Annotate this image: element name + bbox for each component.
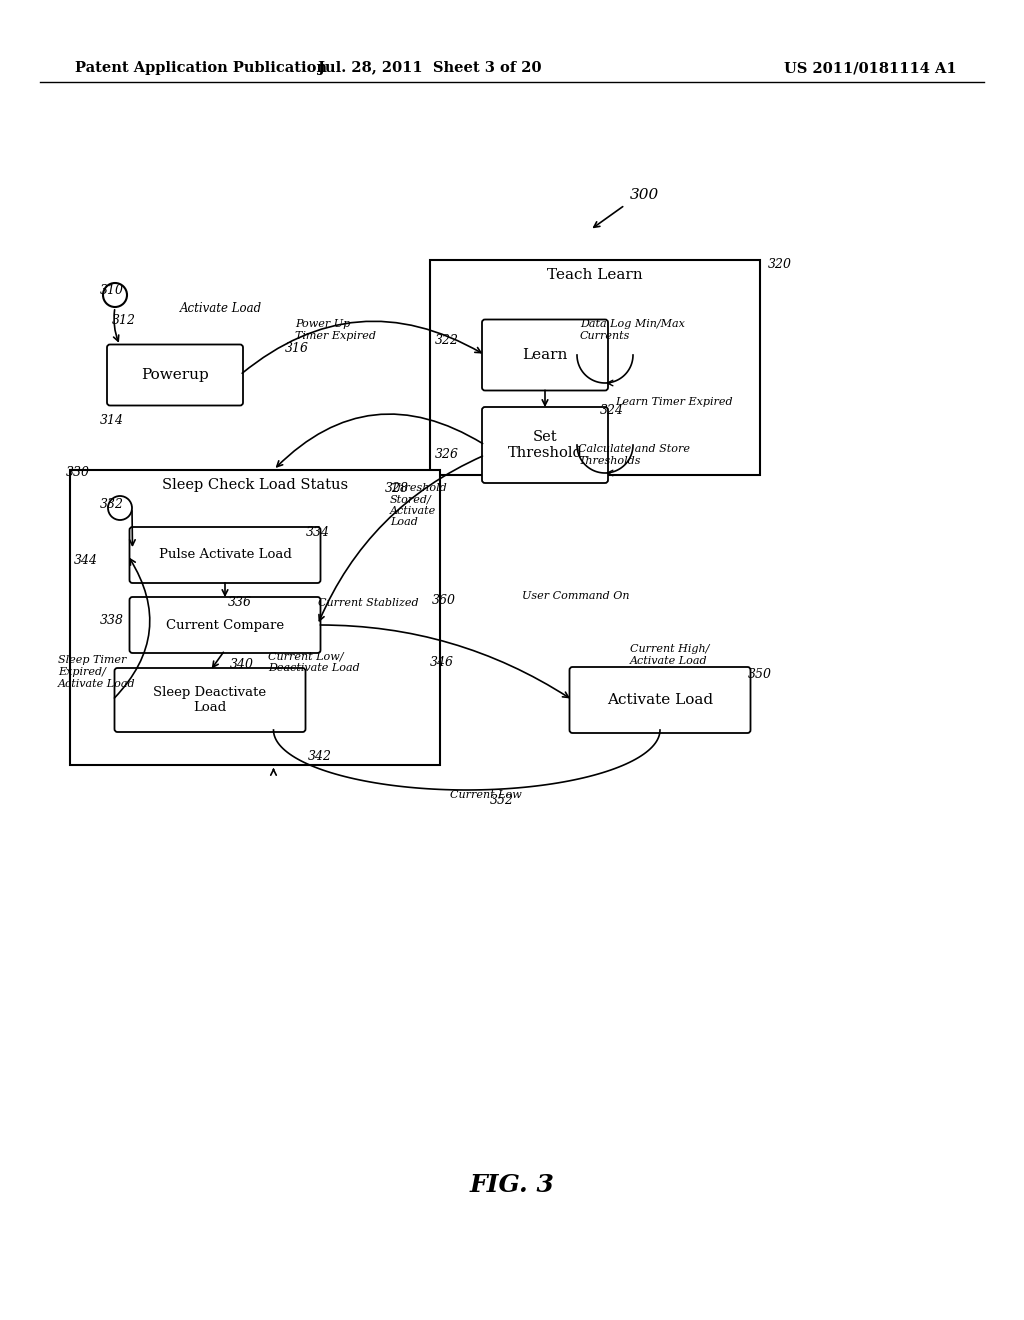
Text: 326: 326	[435, 449, 459, 462]
Text: Teach Learn: Teach Learn	[547, 268, 643, 282]
Text: 344: 344	[74, 553, 98, 566]
FancyBboxPatch shape	[115, 668, 305, 733]
Circle shape	[108, 496, 132, 520]
Text: Current Stablized: Current Stablized	[318, 598, 419, 609]
Text: Sleep Check Load Status: Sleep Check Load Status	[162, 478, 348, 492]
Text: 316: 316	[285, 342, 309, 355]
Text: 324: 324	[600, 404, 624, 417]
Text: 300: 300	[630, 187, 659, 202]
Text: 346: 346	[430, 656, 454, 669]
Text: 338: 338	[100, 614, 124, 627]
Text: US 2011/0181114 A1: US 2011/0181114 A1	[783, 61, 956, 75]
Text: 320: 320	[768, 259, 792, 272]
Text: 328: 328	[385, 482, 409, 495]
Bar	[430, 260, 760, 475]
Text: Calculate and Store
Thresholds: Calculate and Store Thresholds	[578, 445, 690, 466]
Text: 336: 336	[228, 597, 252, 610]
Text: Sleep Timer
Expired/
Activate Load: Sleep Timer Expired/ Activate Load	[58, 656, 135, 689]
Text: Activate Load: Activate Load	[607, 693, 713, 708]
FancyBboxPatch shape	[482, 319, 608, 391]
Text: 314: 314	[100, 413, 124, 426]
Text: 342: 342	[308, 750, 332, 763]
Text: Threshold
Stored/
Activate
Load: Threshold Stored/ Activate Load	[390, 483, 446, 528]
FancyBboxPatch shape	[129, 527, 321, 583]
Bar	[70, 470, 440, 766]
Text: 310: 310	[100, 284, 124, 297]
FancyBboxPatch shape	[482, 407, 608, 483]
Text: 350: 350	[748, 668, 772, 681]
Text: Current High/
Activate Load: Current High/ Activate Load	[630, 644, 710, 665]
Text: 340: 340	[230, 659, 254, 672]
Text: 312: 312	[112, 314, 136, 326]
Text: Activate Load: Activate Load	[180, 301, 262, 314]
Circle shape	[103, 282, 127, 308]
Text: Patent Application Publication: Patent Application Publication	[75, 61, 327, 75]
Text: 334: 334	[306, 527, 330, 540]
Text: Power Up
Timer Expired: Power Up Timer Expired	[295, 319, 376, 341]
Text: Powerup: Powerup	[141, 368, 209, 381]
Text: FIG. 3: FIG. 3	[470, 1173, 554, 1197]
Text: Current Low: Current Low	[450, 789, 522, 800]
Text: Pulse Activate Load: Pulse Activate Load	[159, 549, 292, 561]
Text: Current Low/
Deactivate Load: Current Low/ Deactivate Load	[268, 651, 359, 673]
FancyBboxPatch shape	[106, 345, 243, 405]
Text: Data Log Min/Max
Currents: Data Log Min/Max Currents	[580, 319, 685, 341]
FancyBboxPatch shape	[569, 667, 751, 733]
FancyBboxPatch shape	[129, 597, 321, 653]
Text: Set
Threshold: Set Threshold	[508, 430, 583, 461]
Text: Learn: Learn	[522, 348, 567, 362]
Text: Current Compare: Current Compare	[166, 619, 284, 631]
Text: User Command On: User Command On	[522, 591, 630, 601]
Text: 352: 352	[490, 793, 514, 807]
Text: Jul. 28, 2011  Sheet 3 of 20: Jul. 28, 2011 Sheet 3 of 20	[318, 61, 542, 75]
Text: 322: 322	[435, 334, 459, 346]
Text: 360: 360	[432, 594, 456, 606]
Text: 330: 330	[66, 466, 90, 479]
Text: Sleep Deactivate
Load: Sleep Deactivate Load	[154, 686, 266, 714]
Text: Learn Timer Expired: Learn Timer Expired	[615, 397, 732, 407]
Text: 332: 332	[100, 499, 124, 511]
